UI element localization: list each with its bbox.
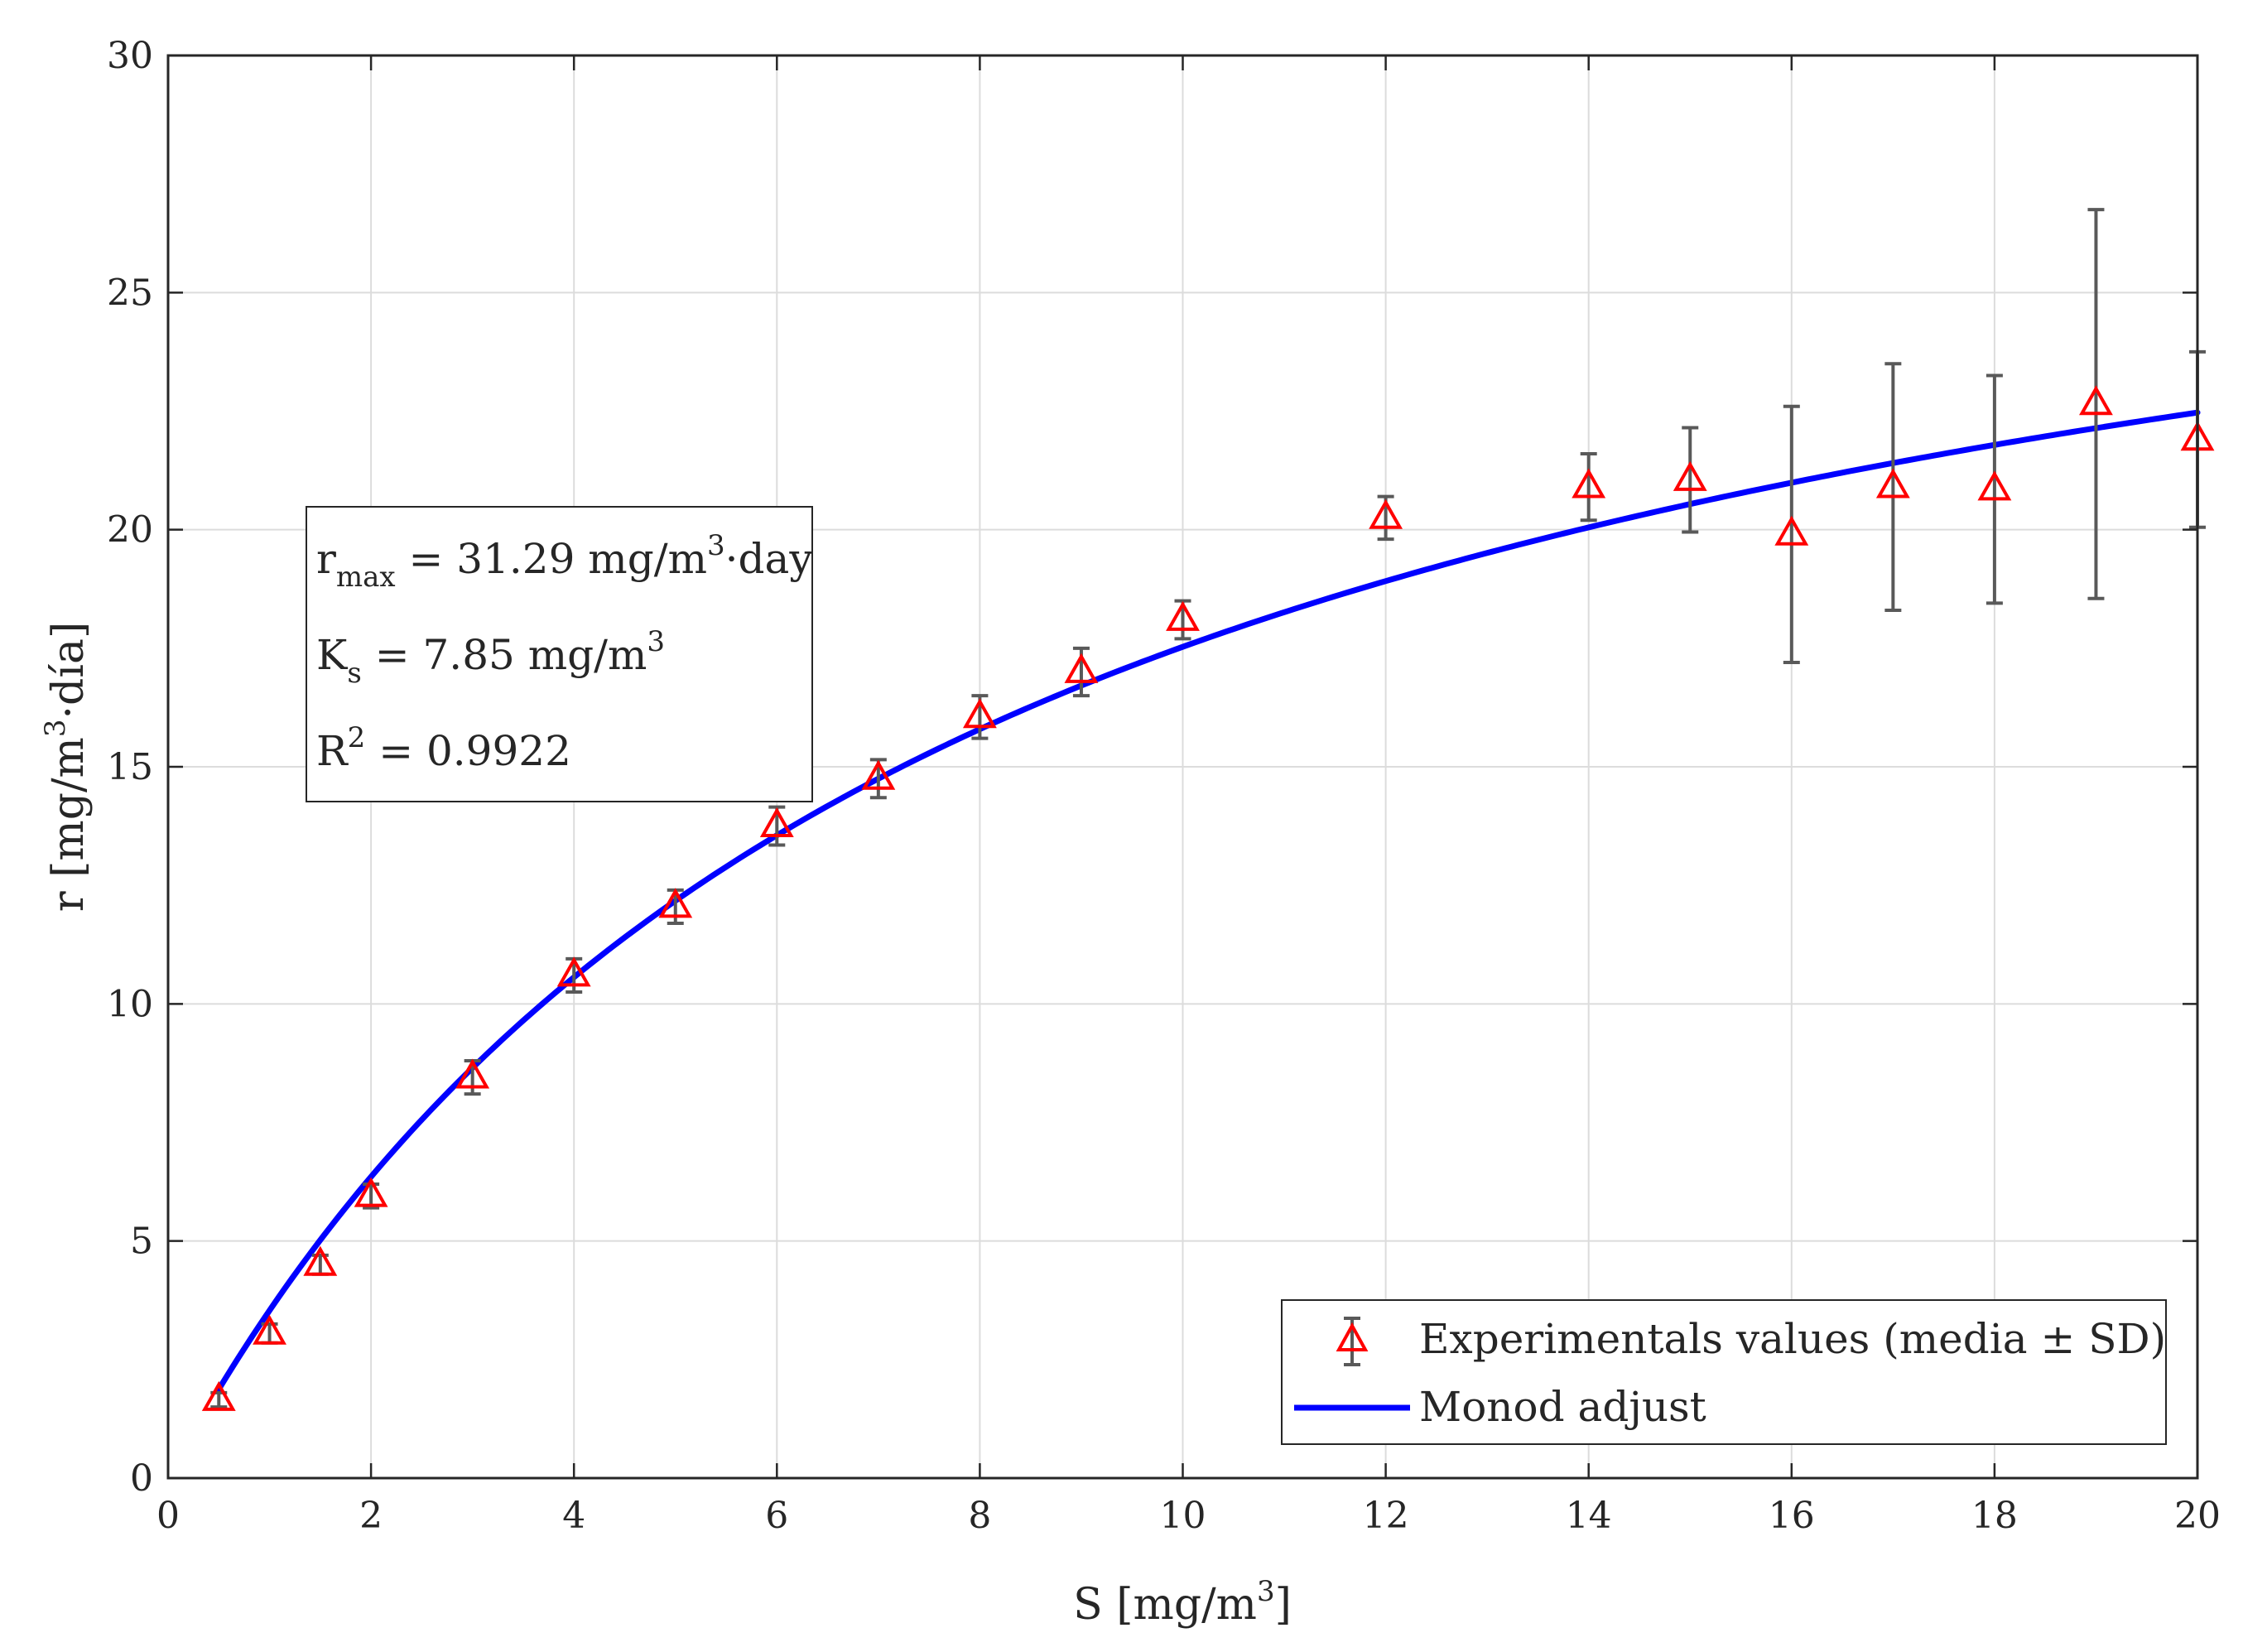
legend-label-monod: Monod adjust [1419,1383,1706,1431]
data-point [556,956,591,995]
data-point [2079,208,2113,600]
x-tick-label: 2 [359,1495,383,1537]
triangle-marker [861,759,896,790]
triangle-marker [455,1058,490,1089]
annotation-r2-base: R [316,727,349,775]
x-tick-label: 20 [2174,1495,2221,1537]
data-point [201,1380,236,1411]
data-point [1064,646,1099,698]
y-axis-label-end: ·día] [44,622,94,720]
legend-frame [1281,1299,2167,1445]
data-point [1369,494,1403,542]
monod-curve [215,409,2201,1393]
annotation-rmax-sup: 3 [707,529,725,562]
data-point [455,1058,490,1096]
data-point [354,1177,388,1210]
x-axis-label-main: S [mg/m [1073,1580,1257,1630]
annotation-r2-sup: 2 [348,721,366,754]
fit-parameters-frame [306,506,813,802]
x-tick-label: 18 [1971,1495,2018,1537]
data-point [1977,373,2012,605]
data-point [303,1245,338,1276]
triangle-marker [1572,468,1606,498]
curve-layer [215,409,2201,1393]
x-axis-label-end: ] [1275,1580,1292,1630]
x-axis-label-sup: 3 [1257,1575,1275,1608]
x-tick-label: 12 [1363,1495,1409,1537]
axis-ticks: 0 2 4 6 8 10 12 14 16 18 20 0 5 10 15 20 25 30 [107,35,2221,1537]
data-point [1875,362,1910,613]
triangle-marker [1064,653,1099,683]
x-tick-label: 0 [156,1495,180,1537]
triangle-marker [1774,515,1809,546]
annotation-rmax: rmax = 31.29 mg/m3·day [316,529,813,594]
annotation-rmax-sub: max [336,561,396,594]
x-tick-label: 6 [765,1495,788,1537]
triangle-marker [354,1177,388,1207]
triangle-marker [1673,460,1707,491]
legend-marker-experimental [1336,1317,1369,1366]
x-tick-label: 10 [1160,1495,1206,1537]
data-point [759,805,794,847]
triangle-marker [201,1380,236,1411]
annotation-r2-text: = 0.9922 [365,727,571,775]
triangle-marker [658,888,693,918]
data-point [861,758,896,800]
triangle-marker [1369,498,1403,529]
data-point [1774,404,1809,665]
triangle-marker [1166,600,1200,631]
y-tick-label: 25 [107,272,153,314]
data-point [1673,426,1707,534]
data-point [658,888,693,925]
x-tick-label: 8 [968,1495,991,1537]
y-tick-label: 0 [130,1457,153,1500]
data-point [253,1314,286,1345]
y-tick-label: 5 [130,1221,153,1263]
legend-label-experimental: Experimentals values (media ± SD) [1419,1315,2166,1363]
triangle-marker [962,698,997,729]
annotation-ks-text: = 7.85 mg/m [362,631,647,679]
x-tick-label: 4 [562,1495,585,1537]
data-point [962,694,997,740]
annotation-ks-sup: 3 [647,625,665,658]
y-tick-label: 15 [107,746,153,788]
triangle-marker [253,1314,286,1345]
legend: Experimentals values (media ± SD) Monod … [1281,1299,2167,1445]
x-tick-label: 16 [1769,1495,1815,1537]
annotation-rmax-end: ·day [725,535,814,583]
triangle-marker [2079,385,2113,416]
triangle-marker [303,1245,338,1276]
triangle-marker [1977,470,2012,501]
data-point [1572,452,1606,523]
triangle-marker [556,956,591,987]
annotation-r2: R2 = 0.9922 [316,721,571,775]
x-tick-label: 14 [1566,1495,1612,1537]
data-point [1166,599,1200,641]
triangle-marker [759,807,794,837]
annotation-ks-base: K [316,631,349,679]
annotation-rmax-text: = 31.29 mg/m [396,535,707,583]
annotation-rmax-base: r [316,535,336,583]
y-axis-label-main: r [mg/m [44,737,94,912]
x-axis-label: S [mg/m3] [1073,1575,1292,1630]
y-tick-label: 30 [107,35,153,77]
y-axis-label-sup: 3 [39,720,72,738]
y-axis-label: r [mg/m3·día] [39,622,94,913]
y-tick-label: 20 [107,509,153,551]
y-tick-label: 10 [107,983,153,1025]
fit-parameters-box: rmax = 31.29 mg/m3·day Ks = 7.85 mg/m3 R… [306,506,813,802]
annotation-ks: Ks = 7.85 mg/m3 [316,625,665,690]
triangle-marker [1875,468,1910,498]
annotation-ks-sub: s [347,657,361,690]
